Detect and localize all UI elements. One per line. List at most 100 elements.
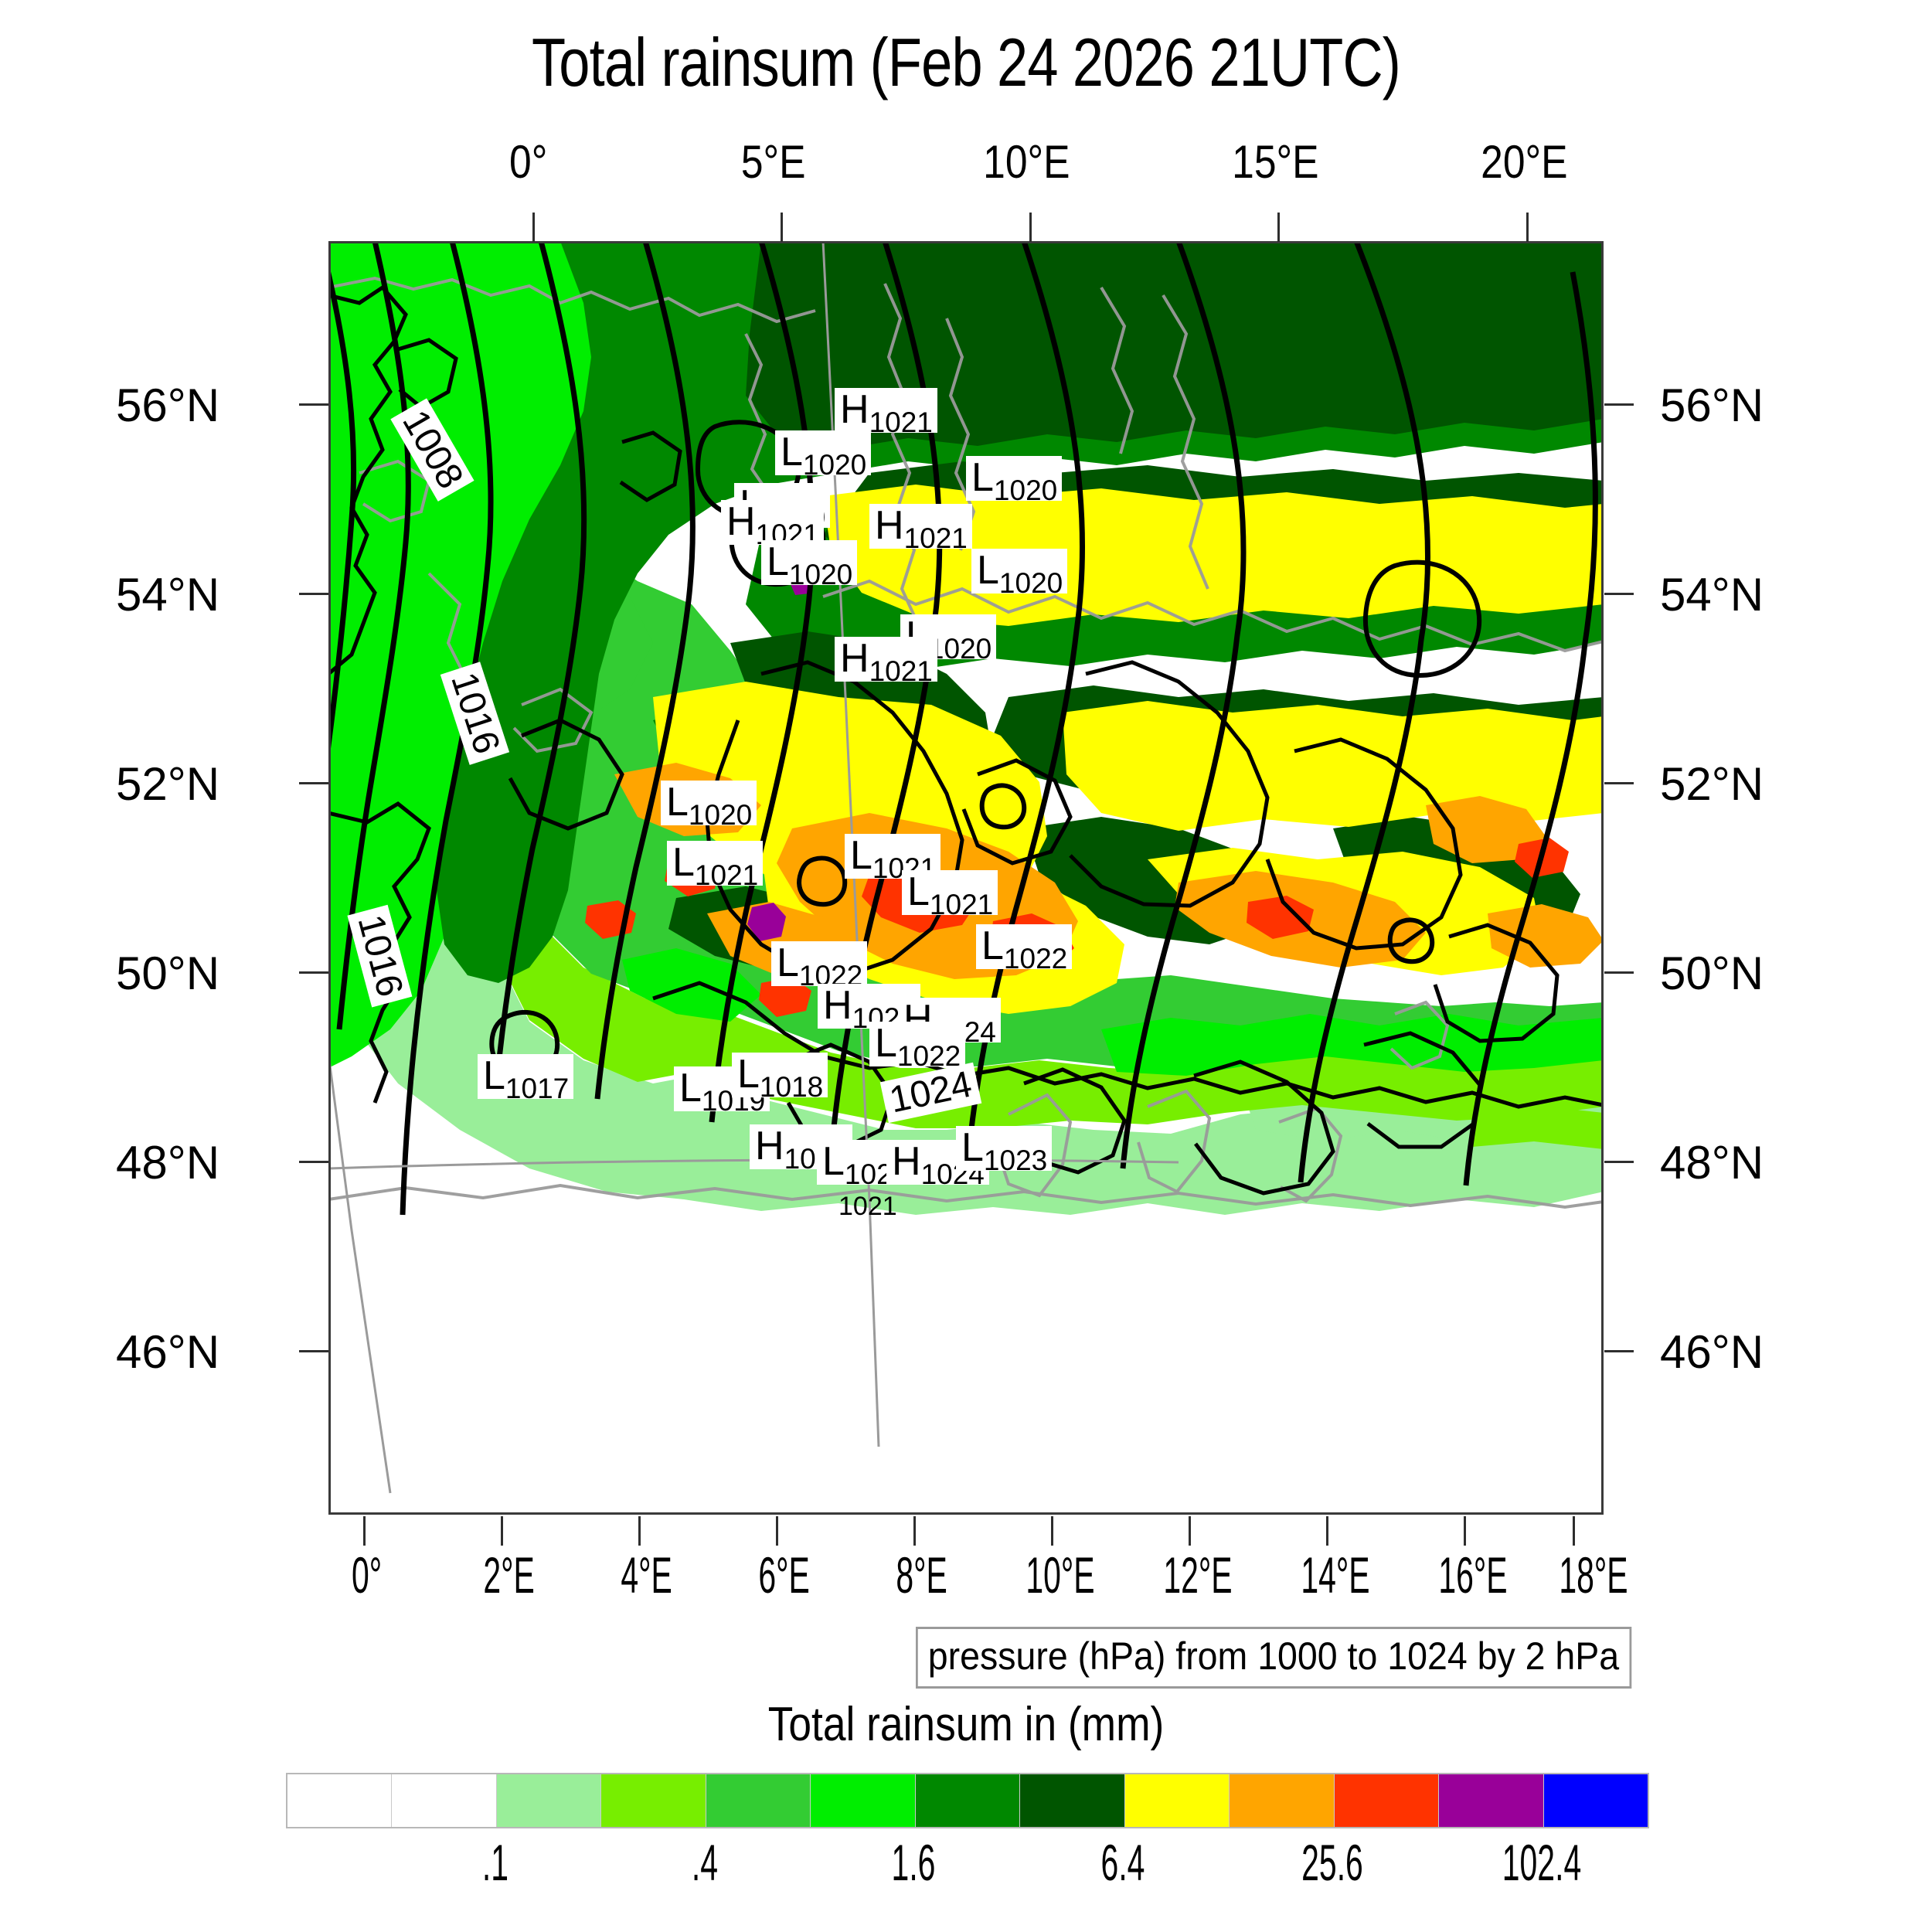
pressure-marker-l-10: L1020 [661,780,757,829]
tick-left-46 [299,1350,328,1352]
tick-right-46 [1604,1350,1634,1352]
pressure-marker-l-2: L1020 [966,455,1063,505]
lon-label-bottom-7: 14°E [1301,1546,1370,1604]
pressure-marker-value: 1021 [903,522,968,554]
pressure-marker-kind: H [840,636,869,681]
pressure-marker-kind: H [755,1124,784,1168]
pressure-marker-kind: H [840,387,869,432]
lon-label-top-3: 15°E [1232,136,1319,188]
pressure-marker-kind: H [892,1139,921,1184]
colorbar-cell-12[interactable] [1543,1774,1648,1827]
tick-right-48 [1604,1161,1634,1163]
pressure-marker-value: 1020 [788,559,853,590]
pressure-marker-kind: H [823,983,852,1028]
lat-label-left-4: 48°N [116,1137,220,1189]
lat-label-right-4: 48°N [1660,1137,1764,1189]
lat-label-right-2: 52°N [1660,758,1764,810]
pressure-marker-l-25: L1023 [956,1126,1053,1175]
pressure-marker-kind: L [666,780,689,825]
colorbar-cell-2[interactable] [496,1774,602,1827]
colorbar-cell-9[interactable] [1230,1774,1335,1827]
lon-label-bottom-3: 6°E [758,1546,810,1604]
colorbar[interactable] [286,1773,1649,1828]
tick-bottom-4 [638,1516,641,1546]
lat-label-left-3: 50°N [116,947,220,999]
tick-bottom-14 [1326,1516,1328,1546]
tick-right-52 [1604,782,1634,784]
colorbar-tick-labels: .1 .4 1.6 6.4 25.6 102.4 [286,1833,1649,1903]
tick-left-56 [299,403,328,406]
map-plot-area[interactable]: H1021L1020L1020L1020H1021H1021L1020L1020… [328,241,1604,1515]
colorbar-cell-0[interactable] [287,1774,393,1827]
lon-label-top-1: 5°E [740,136,806,188]
colorbar-cell-5[interactable] [811,1774,916,1827]
pressure-marker-value: 1018 [759,1071,824,1103]
pressure-marker-kind: L [971,455,994,500]
colorbar-cell-3[interactable] [601,1774,706,1827]
colorbar-cell-10[interactable] [1334,1774,1440,1827]
lat-label-left-1: 54°N [116,569,220,621]
lon-label-bottom-1: 2°E [483,1546,535,1604]
colorbar-cell-7[interactable] [1020,1774,1125,1827]
pressure-marker-kind: L [781,430,803,474]
pressure-marker-l-19: L1017 [478,1053,574,1103]
page-title: Total rainsum (Feb 24 2026 21UTC) [531,24,1401,100]
colorbar-caption: Total rainsum in (mm) [767,1698,1165,1751]
pressure-marker-kind: L [767,539,789,584]
pressure-marker-value: 1020 [993,474,1058,506]
pressure-marker-l-6: L1020 [761,539,858,589]
tick-left-50 [299,971,328,974]
colorbar-cell-4[interactable] [706,1774,811,1827]
colorbar-label-1: .4 [691,1834,718,1891]
lat-label-left-0: 56°N [116,379,220,431]
pressure-marker-value: 1021 [694,859,759,891]
pressure-marker-value: 1020 [998,567,1063,599]
lat-label-left-2: 52°N [116,758,220,810]
pressure-marker-kind: H [726,499,756,544]
colorbar-cell-1[interactable] [392,1774,497,1827]
colorbar-cell-11[interactable] [1439,1774,1544,1827]
colorbar-label-2: 1.6 [891,1834,936,1891]
tick-bottom-12 [1189,1516,1191,1546]
tick-top-10 [1029,213,1032,242]
tick-bottom-18 [1573,1516,1575,1546]
lon-label-top-2: 10°E [983,136,1070,188]
lon-label-bottom-9: 18°E [1559,1546,1628,1604]
lat-label-right-0: 56°N [1660,379,1764,431]
tick-left-54 [299,593,328,595]
pressure-marker-h-0: H1021 [835,387,937,437]
tick-bottom-16 [1464,1516,1466,1546]
pressure-marker-kind: L [875,1021,897,1066]
colorbar-label-4: 25.6 [1301,1834,1363,1891]
lon-label-bottom-5: 10°E [1026,1546,1095,1604]
pressure-marker-kind: L [981,923,1004,968]
colorbar-cell-8[interactable] [1124,1774,1230,1827]
lon-label-bottom-4: 8°E [896,1546,947,1604]
tick-top-0 [532,213,535,242]
pressure-marker-kind: L [822,1139,845,1184]
pressure-marker-kind: L [907,869,930,914]
colorbar-label-3: 6.4 [1100,1834,1145,1891]
tick-left-48 [299,1161,328,1163]
pressure-marker-value: 1022 [1003,943,1068,975]
tick-bottom-6 [776,1516,778,1546]
pressure-marker-h-5: H1021 [869,504,972,553]
pressure-marker-l-12: L1021 [845,833,941,883]
lon-label-bottom-8: 16°E [1438,1546,1508,1604]
pressure-marker-l-18: L1022 [869,1021,966,1070]
pressure-marker-value: 1017 [505,1073,570,1104]
pressure-marker-kind: L [483,1053,505,1098]
lat-label-right-3: 50°N [1660,947,1764,999]
pressure-marker-l-15: L1022 [976,923,1073,973]
tick-right-50 [1604,971,1634,974]
tick-top-5 [781,213,783,242]
tick-top-20 [1526,213,1529,242]
pressure-marker-l-11: L1021 [667,841,764,889]
tick-right-56 [1604,403,1634,406]
pressure-marker-kind: L [850,833,872,878]
lat-label-left-5: 46°N [116,1326,220,1378]
pressure-marker-l-1: L1020 [775,430,872,479]
tick-bottom-2 [501,1516,503,1546]
contour-small-label: 1021 [838,1192,897,1221]
colorbar-cell-6[interactable] [915,1774,1021,1827]
